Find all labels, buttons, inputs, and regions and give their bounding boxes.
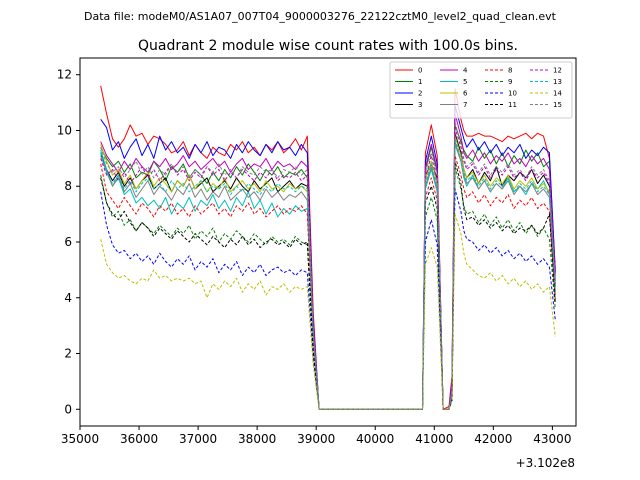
x-tick-label: 35000: [61, 432, 99, 446]
x-tick-label: 37000: [179, 432, 217, 446]
legend-label-13: 13: [553, 78, 562, 86]
figure-suptitle: Data file: modeM0/AS1A07_007T04_90000032…: [84, 10, 557, 23]
x-tick-label: 41000: [415, 432, 453, 446]
x-tick-label: 42000: [474, 432, 512, 446]
series-line-12: [100, 127, 556, 410]
y-tick-label: 4: [64, 291, 72, 305]
series-line-0: [100, 85, 556, 410]
y-tick-label: 6: [64, 235, 72, 249]
series-line-8: [100, 155, 556, 410]
x-tick-label: 38000: [238, 432, 276, 446]
y-axis: 0 2 4 6 8 10 12: [57, 68, 80, 416]
legend-label-10: 10: [508, 90, 517, 98]
legend-label-4: 4: [463, 67, 468, 75]
y-tick-label: 0: [64, 402, 72, 416]
legend-label-15: 15: [553, 101, 562, 109]
series-line-2: [100, 104, 556, 410]
legend-label-5: 5: [463, 78, 467, 86]
legend-label-11: 11: [508, 101, 517, 109]
y-tick-label: 12: [57, 68, 72, 82]
legend-label-9: 9: [508, 78, 512, 86]
legend-label-0: 0: [418, 67, 422, 75]
plot-area: [100, 85, 556, 410]
legend-label-2: 2: [418, 90, 422, 98]
axes-frame: [79, 57, 577, 427]
series-line-9: [100, 166, 556, 410]
legend-label-12: 12: [553, 67, 562, 75]
x-tick-label: 40000: [356, 432, 394, 446]
y-tick-label: 2: [64, 347, 72, 361]
legend-label-8: 8: [508, 67, 512, 75]
y-tick-label: 8: [64, 179, 72, 193]
legend-label-3: 3: [418, 101, 422, 109]
series-line-10: [100, 188, 556, 410]
series-line-15: [100, 121, 556, 410]
legend-label-14: 14: [553, 90, 562, 98]
x-tick-label: 36000: [120, 432, 158, 446]
series-line-7: [100, 141, 556, 410]
series-line-4: [100, 113, 556, 410]
legend-label-6: 6: [463, 90, 468, 98]
x-tick-label: 39000: [297, 432, 335, 446]
series-line-14: [100, 213, 556, 410]
x-offset-label: +3.102e8: [516, 456, 575, 470]
legend-label-7: 7: [463, 101, 467, 109]
axes-title: Quadrant 2 module wise count rates with …: [138, 38, 518, 54]
y-tick-label: 10: [57, 123, 72, 137]
series-line-1: [100, 124, 556, 410]
x-tick-label: 43000: [533, 432, 571, 446]
series-line-11: [100, 160, 556, 410]
series-line-13: [100, 138, 556, 410]
legend-box: [389, 61, 573, 119]
legend-label-1: 1: [418, 78, 422, 86]
x-axis: 35000 36000 37000 38000 39000 40000 41000 42000…: [61, 426, 571, 446]
